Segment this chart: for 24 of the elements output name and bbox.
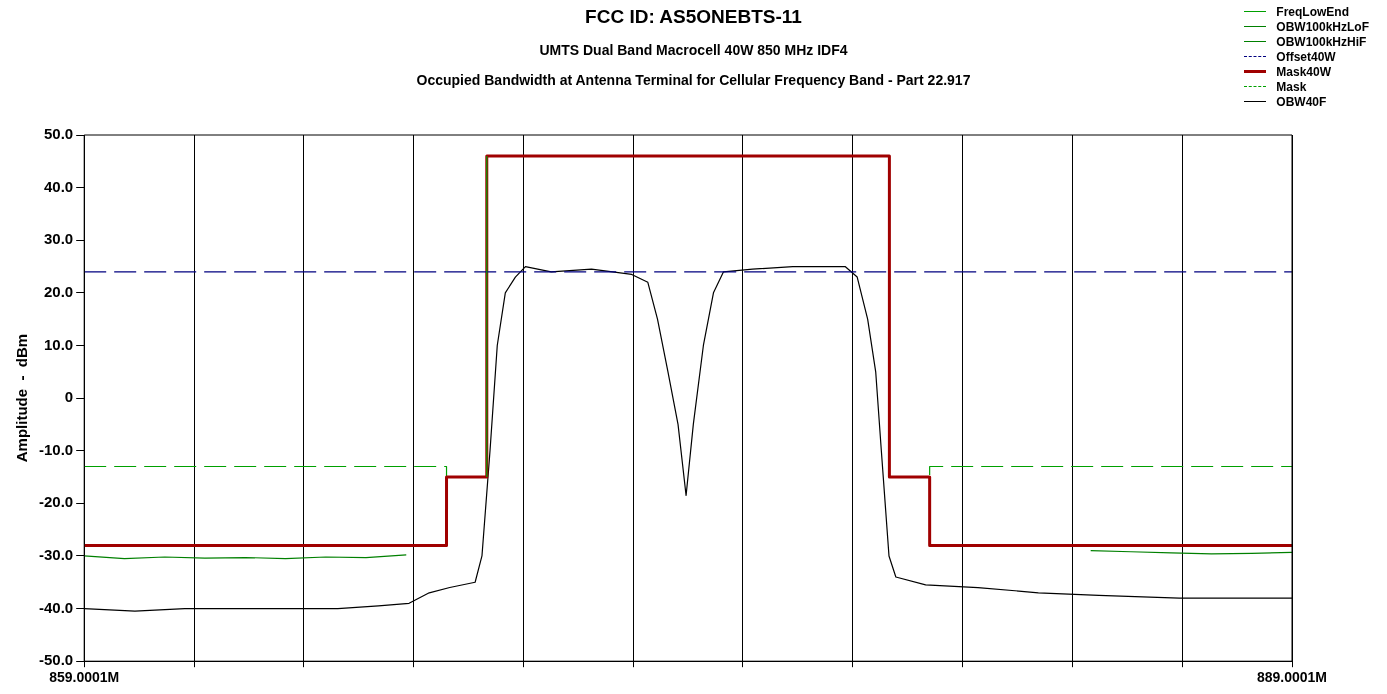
y-tick-label: -40.0 xyxy=(38,598,74,616)
y-tick-label: 20.0 xyxy=(43,283,74,300)
x-tick-label: 889.0001M xyxy=(1256,669,1328,686)
y-tick-label: 40.0 xyxy=(43,177,74,195)
legend-label: Mask40W xyxy=(1276,64,1332,79)
y-tick-label: 50.0 xyxy=(43,125,74,143)
x-tick-label: 859.0001M xyxy=(49,669,120,686)
y-tick-label: -50.0 xyxy=(38,651,74,669)
legend-label: OBW100kHzHiF xyxy=(1276,34,1367,49)
y-axis-title: Amplitude - dBm xyxy=(13,333,31,463)
y-tick-label: -20.0 xyxy=(38,493,74,511)
legend-label: Mask xyxy=(1276,79,1307,94)
y-tick-label: 30.0 xyxy=(43,230,74,248)
chart-title: FCC ID: AS5ONEBTS-11 xyxy=(585,6,802,27)
legend-label: Offset40W xyxy=(1276,49,1336,64)
chart-subtitle: UMTS Dual Band Macrocell 40W 850 MHz IDF4 xyxy=(539,42,848,58)
y-tick-label: -30.0 xyxy=(38,546,74,564)
legend-label: OBW40F xyxy=(1276,94,1327,109)
y-tick-label: -10.0 xyxy=(38,440,74,458)
legend-label: FreqLowEnd xyxy=(1276,4,1349,19)
y-tick-label: 10.0 xyxy=(43,335,74,353)
legend-label: OBW100kHzLoF xyxy=(1276,19,1369,34)
y-tick-label: 0 xyxy=(64,388,74,406)
text: Occupied Bandwidth at Antenna Terminal for Cellular Frequency Band - Part 22.917 xyxy=(416,72,971,88)
